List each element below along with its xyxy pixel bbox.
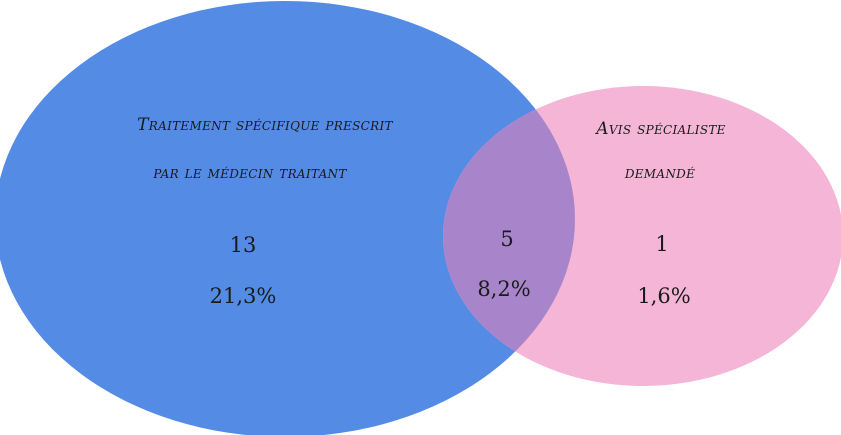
right-set-count: 1	[655, 232, 668, 256]
right-set-label-line2: demandé	[624, 163, 695, 183]
left-set-ellipse	[0, 1, 575, 435]
left-set-percent: 21,3%	[210, 284, 277, 308]
intersection-count: 5	[500, 227, 513, 251]
right-set-percent: 1,6%	[637, 284, 690, 308]
right-set-label-line1: Avis spécialiste	[594, 119, 725, 139]
intersection-percent: 8,2%	[477, 277, 530, 301]
left-set-label-line1: Traitement spécifique prescrit	[137, 115, 393, 135]
left-set-count: 13	[230, 233, 257, 257]
left-set-label-line2: par le médecin traitant	[152, 163, 347, 183]
